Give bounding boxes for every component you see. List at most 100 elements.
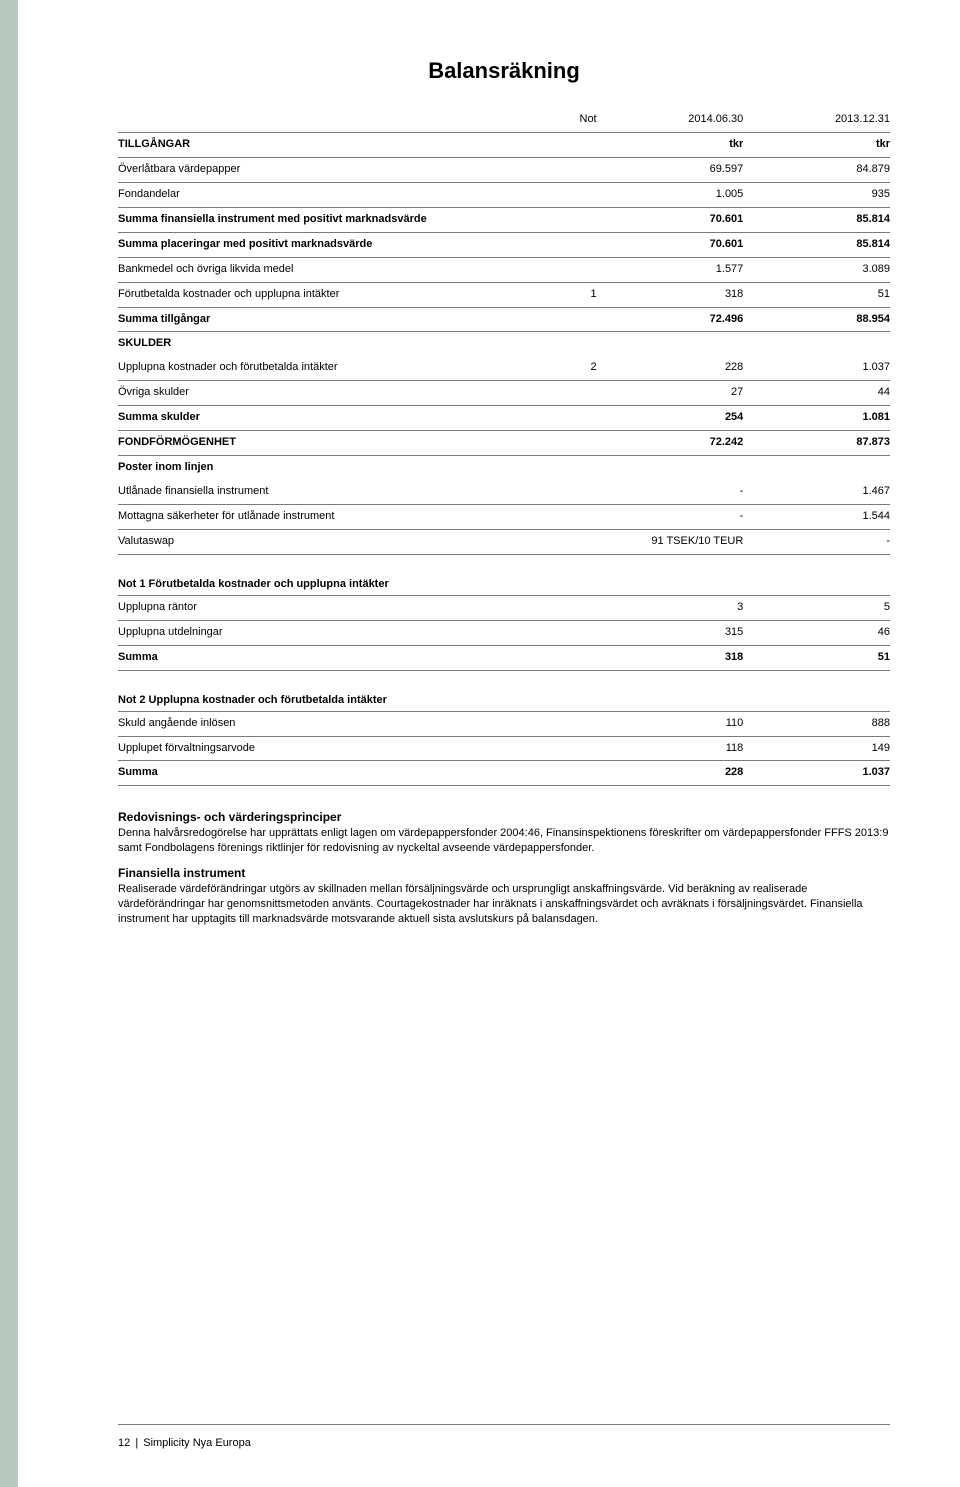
- table-header-row: Not 2014.06.30 2013.12.31: [118, 108, 890, 132]
- row-value-1: 1.005: [597, 182, 744, 207]
- header-date1: 2014.06.30: [597, 108, 744, 132]
- table-row: Summa placeringar med positivt marknadsv…: [118, 232, 890, 257]
- row-label: Upplupna räntor: [118, 595, 489, 620]
- side-strip: [0, 0, 18, 1487]
- row-label: Bankmedel och övriga likvida medel: [118, 257, 489, 282]
- row-not: [489, 157, 597, 182]
- row-value-1: 118: [597, 736, 744, 761]
- row-not: [489, 332, 597, 356]
- footer-rule: [118, 1424, 890, 1425]
- row-value-1: 70.601: [597, 232, 744, 257]
- table-row: Summa31851: [118, 645, 890, 670]
- row-not: [489, 406, 597, 431]
- row-not: [489, 529, 597, 554]
- row-label: Upplupna kostnader och förutbetalda intä…: [118, 356, 489, 380]
- table-row: Upplupna kostnader och förutbetalda intä…: [118, 356, 890, 380]
- note1-title-row: Not 1 Förutbetalda kostnader och upplupn…: [118, 573, 890, 595]
- table-row: Förutbetalda kostnader och upplupna intä…: [118, 282, 890, 307]
- row-label: Skuld angående inlösen: [118, 711, 489, 736]
- table-row: Summa skulder2541.081: [118, 406, 890, 431]
- row-not: [489, 232, 597, 257]
- table-row: Upplupet förvaltningsarvode118149: [118, 736, 890, 761]
- page-title: Balansräkning: [118, 58, 890, 84]
- row-label: Fondandelar: [118, 182, 489, 207]
- table-row: TILLGÅNGARtkrtkr: [118, 132, 890, 157]
- row-value-1: 228: [597, 761, 744, 786]
- row-not: [489, 182, 597, 207]
- table-row: Summa finansiella instrument med positiv…: [118, 207, 890, 232]
- table-row: Upplupna räntor 35: [118, 595, 890, 620]
- row-not: [489, 505, 597, 530]
- row-value-2: 1.037: [743, 761, 890, 786]
- row-value-2: 51: [743, 282, 890, 307]
- row-value-2: [743, 456, 890, 480]
- row-value-1: [597, 456, 744, 480]
- row-label: Övriga skulder: [118, 381, 489, 406]
- table-row: Skuld angående inlösen110888: [118, 711, 890, 736]
- header-blank: [118, 108, 489, 132]
- row-label: Summa: [118, 645, 489, 670]
- principles-text-1: Denna halvårsredogörelse har upprättats …: [118, 826, 890, 856]
- row-value-1: 70.601: [597, 207, 744, 232]
- row-value-1: 315: [597, 620, 744, 645]
- table-row: SKULDER: [118, 332, 890, 356]
- row-value-1: 69.597: [597, 157, 744, 182]
- footer-page-number: 12: [118, 1437, 130, 1449]
- row-value-2: 88.954: [743, 307, 890, 332]
- row-not: [489, 257, 597, 282]
- principles-heading-2: Finansiella instrument: [118, 866, 890, 880]
- row-label: Summa finansiella instrument med positiv…: [118, 207, 489, 232]
- row-not: 1: [489, 282, 597, 307]
- row-value-1: 72.242: [597, 431, 744, 456]
- row-value-2: 1.467: [743, 480, 890, 504]
- row-label: TILLGÅNGAR: [118, 132, 489, 157]
- row-value-1: tkr: [597, 132, 744, 157]
- row-value-1: 110: [597, 711, 744, 736]
- row-value-1: -: [597, 480, 744, 504]
- row-value-2: 1.081: [743, 406, 890, 431]
- row-value-1: [597, 332, 744, 356]
- row-not: [489, 456, 597, 480]
- table-row: FONDFÖRMÖGENHET 72.24287.873: [118, 431, 890, 456]
- row-value-1: 27: [597, 381, 744, 406]
- row-value-1: 3: [597, 595, 744, 620]
- row-value-2: -: [743, 529, 890, 554]
- header-date2: 2013.12.31: [743, 108, 890, 132]
- note2-title: Not 2 Upplupna kostnader och förutbetald…: [118, 689, 890, 711]
- row-value-1: 1.577: [597, 257, 744, 282]
- row-label: SKULDER: [118, 332, 489, 356]
- table-row: Upplupna utdelningar31546: [118, 620, 890, 645]
- row-label: FONDFÖRMÖGENHET: [118, 431, 489, 456]
- row-value-1: 318: [597, 645, 744, 670]
- row-value-1: 91 TSEK/10 TEUR: [597, 529, 744, 554]
- row-value-2: [743, 332, 890, 356]
- row-not: [489, 645, 597, 670]
- row-value-2: 44: [743, 381, 890, 406]
- row-label: Poster inom linjen: [118, 456, 489, 480]
- row-value-1: 254: [597, 406, 744, 431]
- table-row: Fondandelar 1.005935: [118, 182, 890, 207]
- table-row: Valutaswap91 TSEK/10 TEUR-: [118, 529, 890, 554]
- balance-table: Not 2014.06.30 2013.12.31 TILLGÅNGARtkrt…: [118, 108, 890, 555]
- row-value-2: 935: [743, 182, 890, 207]
- page-content: Balansräkning Not 2014.06.30 2013.12.31 …: [18, 0, 960, 1487]
- row-value-2: 85.814: [743, 232, 890, 257]
- footer-fund-name: Simplicity Nya Europa: [143, 1437, 251, 1449]
- row-value-2: 1.544: [743, 505, 890, 530]
- row-label: Utlånade finansiella instrument: [118, 480, 489, 504]
- note2-title-row: Not 2 Upplupna kostnader och förutbetald…: [118, 689, 890, 711]
- row-not: [489, 595, 597, 620]
- row-value-1: 228: [597, 356, 744, 380]
- principles-heading-1: Redovisnings- och värderingsprinciper: [118, 810, 890, 824]
- row-not: [489, 736, 597, 761]
- table-row: Summa tillgångar72.49688.954: [118, 307, 890, 332]
- row-not: [489, 620, 597, 645]
- row-value-1: 318: [597, 282, 744, 307]
- row-value-2: 5: [743, 595, 890, 620]
- header-not: Not: [489, 108, 597, 132]
- row-not: [489, 761, 597, 786]
- row-value-2: 87.873: [743, 431, 890, 456]
- table-row: Övriga skulder 2744: [118, 381, 890, 406]
- table-row: Bankmedel och övriga likvida medel1.5773…: [118, 257, 890, 282]
- row-label: Summa placeringar med positivt marknadsv…: [118, 232, 489, 257]
